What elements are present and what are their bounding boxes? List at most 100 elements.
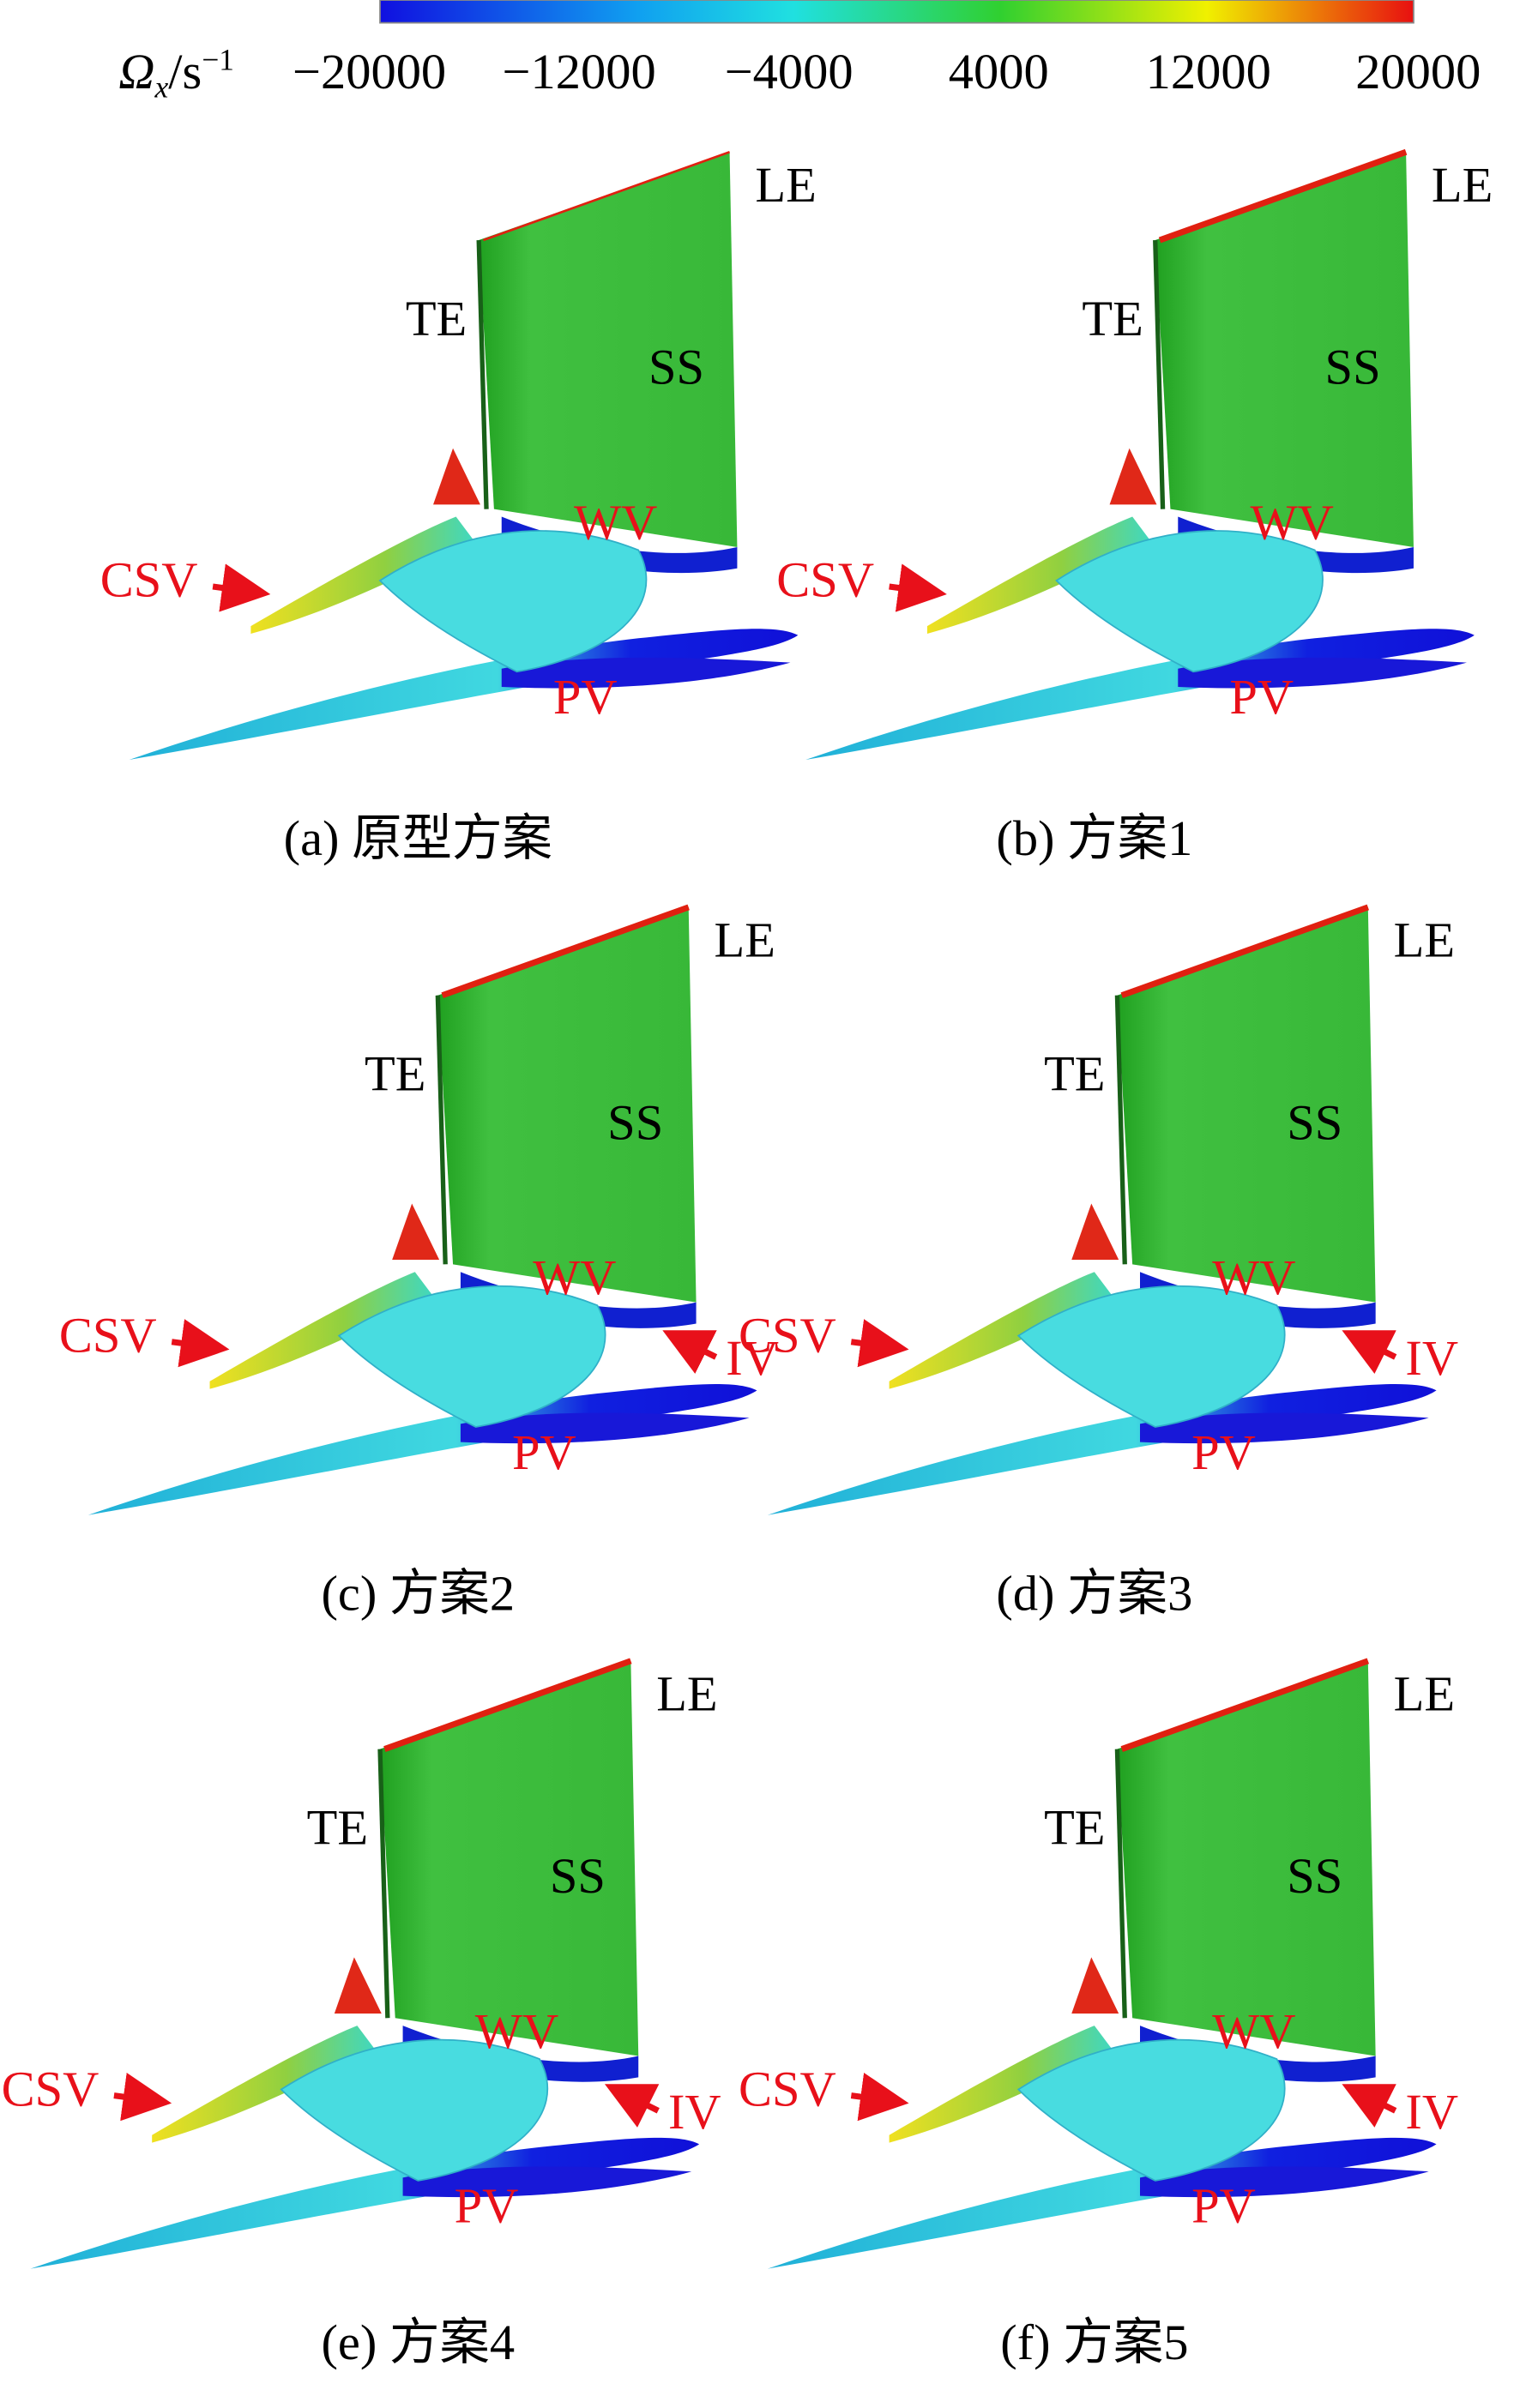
blade-trailing	[476, 239, 489, 509]
arrow	[212, 563, 271, 612]
colorbar-tick-label: −12000	[503, 44, 656, 99]
pressure-vortex	[805, 629, 1475, 761]
annotation: SS	[648, 340, 704, 395]
annotation: LE	[755, 157, 816, 213]
pressure-vortex-lobe	[402, 2166, 692, 2198]
annotation: CSV	[100, 552, 198, 608]
spike	[1071, 1957, 1119, 2014]
annotation: PV	[1191, 1424, 1256, 1480]
csv-tail	[152, 2026, 376, 2143]
vortex-core	[1016, 2038, 1286, 2182]
annotation: IV	[1405, 2084, 1458, 2140]
wall-vortex	[1140, 1272, 1376, 1328]
annotation: LE	[715, 912, 775, 968]
pressure-vortex	[767, 1383, 1437, 1515]
csv-tail	[250, 516, 474, 634]
pressure-vortex-lobe	[460, 1412, 750, 1444]
arrow	[604, 2084, 660, 2128]
blade-edge	[441, 904, 690, 999]
pressure-vortex-lobe	[1140, 2166, 1429, 2198]
caption: (a) 原型方案	[284, 810, 552, 866]
subscript: x	[154, 69, 169, 104]
annotation: SS	[1287, 1848, 1342, 1904]
blade-edge	[1158, 148, 1408, 244]
arrow	[850, 2072, 909, 2122]
blade	[1117, 906, 1376, 1303]
annotation: LE	[656, 1666, 717, 1722]
annotation: IV	[726, 1330, 779, 1386]
vortex-core	[1016, 1285, 1286, 1428]
panel: LE TE SS WV CSV PV	[100, 150, 817, 761]
spike	[433, 448, 480, 505]
colorbar-tick-label: −4000	[725, 44, 853, 99]
annotation: WV	[1250, 494, 1333, 550]
annotation: CSV	[739, 2061, 836, 2116]
exponent: −1	[202, 43, 234, 77]
arrow	[171, 1319, 230, 1368]
blade-edge	[1120, 1658, 1369, 1752]
blade-trailing	[1114, 1749, 1127, 2019]
annotation: CSV	[59, 1307, 157, 1363]
panel: LE TE SS WV CSV PV IV	[2, 1658, 721, 2269]
annotation: PV	[512, 1424, 576, 1480]
annotation: LE	[1432, 157, 1493, 213]
annotation: PV	[553, 669, 618, 725]
annotation: WV	[1212, 1249, 1295, 1305]
pressure-vortex-lobe	[1140, 1412, 1429, 1444]
annotation: TE	[1044, 1046, 1105, 1102]
spike	[1109, 448, 1157, 505]
vortex-core	[1055, 530, 1324, 673]
panel: LE TE SS WV CSV PV IV	[739, 904, 1458, 1515]
annotation: TE	[307, 1799, 368, 1855]
symbol: Ω	[118, 44, 154, 99]
vortex-core	[280, 2038, 549, 2182]
blade-edge	[1120, 904, 1369, 999]
annotation: PV	[1229, 669, 1294, 725]
annotation: TE	[1044, 1799, 1105, 1855]
arrow	[113, 2072, 172, 2122]
colorbar	[379, 0, 1414, 24]
colorbar-label: Ωx/s−1	[118, 43, 234, 105]
csv-tail	[209, 1272, 434, 1389]
wall-vortex	[1140, 2026, 1376, 2082]
annotation: PV	[455, 2178, 519, 2234]
blade	[437, 906, 697, 1303]
annotation: TE	[365, 1046, 425, 1102]
pressure-vortex	[767, 2137, 1437, 2269]
pressure-vortex	[87, 1383, 757, 1515]
annotation: LE	[1394, 912, 1455, 968]
annotation: IV	[1405, 1330, 1458, 1386]
spike	[334, 1957, 382, 2014]
blade-trailing	[1114, 995, 1127, 1265]
annotation: SS	[607, 1094, 663, 1150]
pressure-vortex	[30, 2137, 700, 2269]
annotation: WV	[1212, 2003, 1295, 2059]
caption: (c) 方案2	[321, 1566, 515, 1622]
wall-vortex	[402, 2026, 639, 2082]
annotation: WV	[475, 2003, 558, 2059]
arrow	[1342, 1330, 1397, 1375]
pressure-vortex-lobe	[1178, 657, 1467, 689]
blade-edge	[383, 1658, 632, 1752]
blade	[1117, 1660, 1376, 2056]
annotation: LE	[1394, 1666, 1455, 1722]
vortex-core	[378, 530, 648, 673]
wall-vortex	[1178, 516, 1414, 574]
arrow	[662, 1330, 718, 1375]
vortex-core	[337, 1285, 606, 1428]
annotation: IV	[668, 2084, 721, 2140]
wall-vortex	[501, 516, 738, 574]
annotation: SS	[1287, 1094, 1342, 1150]
blade	[479, 152, 738, 547]
annotation: TE	[406, 291, 467, 346]
csv-tail	[926, 516, 1151, 634]
arrow	[1342, 2084, 1397, 2128]
annotation: CSV	[776, 552, 874, 608]
blade	[380, 1660, 639, 2056]
annotation: CSV	[2, 2061, 100, 2116]
blade-edge	[483, 150, 731, 242]
arrow	[889, 563, 947, 612]
caption: (f) 方案5	[1000, 2315, 1188, 2370]
panel: LE TE SS WV CSV PV IV	[59, 904, 779, 1515]
